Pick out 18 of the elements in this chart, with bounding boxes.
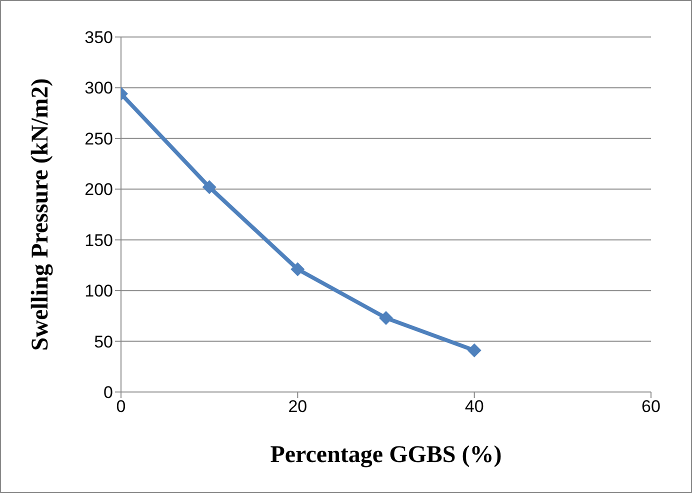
y-tick-label: 300 [84,78,113,98]
point [379,310,393,325]
y-tick-label: 250 [84,129,113,148]
y-tick-label: 0 [104,383,113,402]
y-tick-label: 350 [84,28,113,48]
point [467,343,482,358]
y-axis-title: Swelling Pressure (kN/m2) [28,78,54,351]
x-tick-label: 60 [642,397,660,416]
y-tick-label: 150 [84,230,113,250]
y-tick-label: 200 [84,180,113,200]
point [202,180,216,194]
x-tick-label: 20 [288,397,308,416]
y-tick-label: 50 [94,332,113,352]
y-tick-label: 100 [84,282,113,301]
point [290,262,305,276]
x-axis-title: Percentage GGBS (%) [270,442,502,468]
x-tick-label: 40 [464,397,484,416]
x-tick-label: 0 [116,397,126,416]
